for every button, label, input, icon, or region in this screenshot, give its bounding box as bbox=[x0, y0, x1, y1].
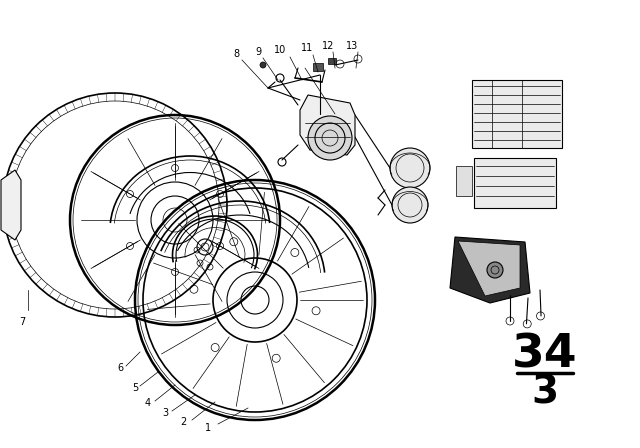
Bar bbox=[456, 166, 472, 196]
Text: 6: 6 bbox=[117, 363, 123, 373]
Polygon shape bbox=[458, 241, 520, 296]
Text: 2: 2 bbox=[180, 417, 186, 427]
Text: 13: 13 bbox=[346, 41, 358, 51]
Text: 3: 3 bbox=[531, 374, 559, 412]
Bar bbox=[474, 158, 556, 208]
Circle shape bbox=[487, 262, 503, 278]
Text: 12: 12 bbox=[322, 41, 334, 51]
Circle shape bbox=[308, 116, 352, 160]
Text: 34: 34 bbox=[512, 332, 578, 378]
Text: 1: 1 bbox=[205, 423, 211, 433]
Bar bbox=[328, 58, 336, 64]
Polygon shape bbox=[300, 95, 355, 155]
Text: 3: 3 bbox=[162, 408, 168, 418]
Text: 11: 11 bbox=[301, 43, 313, 53]
Text: 4: 4 bbox=[145, 398, 151, 408]
Polygon shape bbox=[450, 237, 530, 303]
Polygon shape bbox=[1, 170, 21, 240]
Text: 9: 9 bbox=[255, 47, 261, 57]
Text: 8: 8 bbox=[233, 49, 239, 59]
Text: 5: 5 bbox=[132, 383, 138, 393]
Bar bbox=[472, 80, 562, 148]
Bar bbox=[313, 63, 323, 71]
Circle shape bbox=[260, 62, 266, 68]
Circle shape bbox=[392, 187, 428, 223]
Text: 10: 10 bbox=[274, 45, 286, 55]
Text: 7: 7 bbox=[19, 317, 25, 327]
Circle shape bbox=[390, 148, 430, 188]
